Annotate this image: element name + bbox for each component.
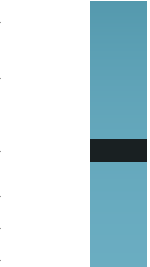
Bar (90, 139, 147, 162)
